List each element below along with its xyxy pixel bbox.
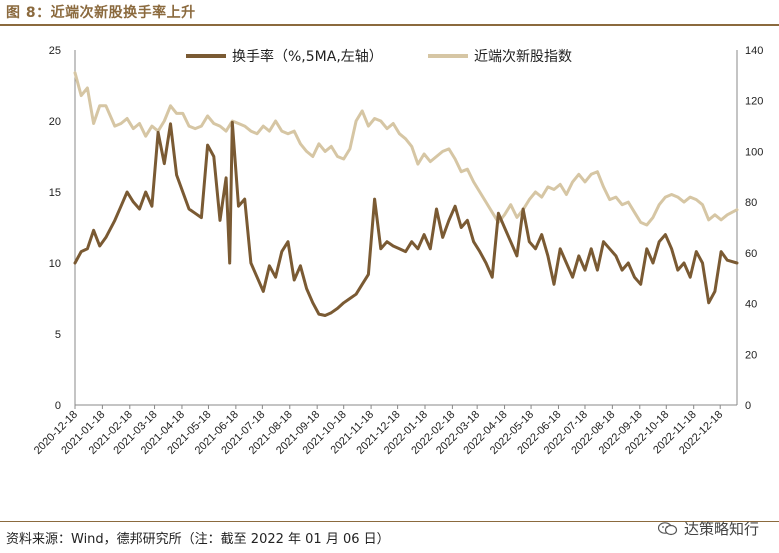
left-tick-label: 25 [49,45,61,57]
chart-legend: 换手率（%,5MA,左轴） 近端次新股指数 [186,48,572,65]
right-tick-label: 80 [745,197,757,209]
left-tick-label: 10 [49,258,61,270]
legend-label-turnover: 换手率（%,5MA,左轴） [232,48,383,65]
watermark: 达策略知行 [657,518,759,539]
right-tick-label: 120 [745,96,763,108]
figure-title: 图 8：近端次新股换手率上升 [6,5,196,21]
source-note: 资料来源：Wind，德邦研究所（注：截至 2022 年 01 月 06 日） [6,532,390,547]
chart-axes: 05101520250204060801001201402020-12-1820… [32,45,764,457]
chart-series [73,71,739,317]
right-tick-label: 100 [745,146,763,158]
left-tick-label: 15 [49,187,61,199]
right-tick-label: 60 [745,248,757,260]
legend-label-index: 近端次新股指数 [474,49,572,65]
title-rule [0,24,779,26]
wechat-icon [657,521,678,535]
right-tick-label: 20 [745,349,757,361]
right-tick-label: 0 [745,400,751,412]
right-tick-label: 140 [745,45,763,57]
left-tick-label: 0 [55,400,61,412]
watermark-text: 达策略知行 [683,520,759,538]
right-tick-label: 40 [745,299,757,311]
left-tick-label: 20 [49,116,61,128]
series-line-turnover [73,120,739,317]
left-tick-label: 5 [55,329,61,341]
series-line-index [73,71,739,227]
source-rule [0,521,779,522]
